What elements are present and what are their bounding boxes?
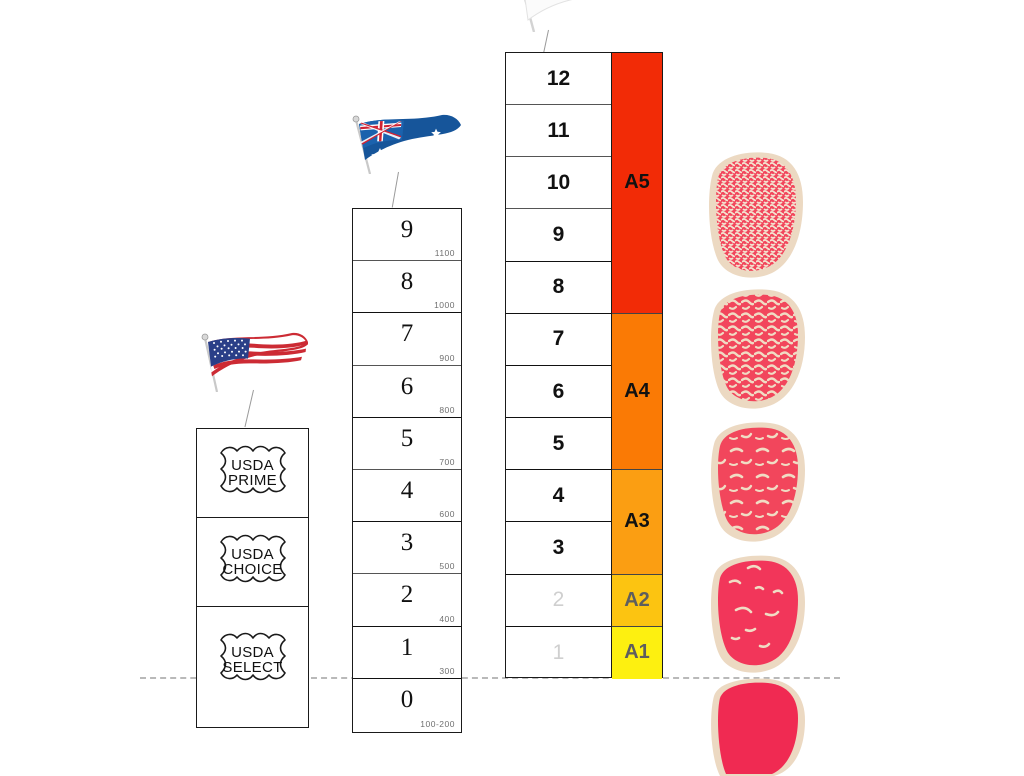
aus-row[interactable]: 1 300 (353, 627, 461, 679)
jp-leader-line (543, 29, 549, 54)
aus-row[interactable]: 6 800 (353, 366, 461, 418)
usda-cell-choice[interactable]: USDA CHOICE (197, 518, 308, 607)
aus-score: 1 (400, 633, 414, 661)
steak-a2 (702, 552, 812, 674)
jp-bms-cell[interactable]: 9 (506, 209, 611, 262)
japan-bms-column: 12 11 10 9 8 7 6 5 4 3 2 1 A5 A4 A3 A2 A… (505, 52, 663, 679)
aus-row[interactable]: 8 1000 (353, 261, 461, 314)
jp-flag-icon (510, 0, 628, 33)
aus-subvalue: 300 (439, 665, 455, 676)
usda-grade-label: SELECT (222, 659, 283, 676)
us-flag-icon (196, 330, 311, 393)
jp-grade-a4[interactable]: A4 (612, 313, 662, 471)
steak-a4 (702, 285, 812, 410)
aus-row[interactable]: 5 700 (353, 418, 461, 470)
aus-subvalue: 800 (439, 404, 455, 415)
steak-a3 (702, 418, 812, 543)
jp-grade-a2[interactable]: A2 (612, 574, 662, 627)
aus-subvalue: 700 (439, 456, 455, 467)
aus-row[interactable]: 3 500 (353, 522, 461, 575)
aus-subvalue: 100-200 (420, 718, 455, 729)
usda-cell-select[interactable]: USDA SELECT (197, 607, 308, 726)
aus-score: 9 (400, 216, 414, 243)
jp-bms-cell[interactable]: 10 (506, 157, 611, 210)
aus-score: 6 (400, 372, 414, 400)
aus-score: 3 (400, 529, 414, 557)
jp-grade-a1[interactable]: A1 (612, 626, 662, 679)
aus-score: 7 (400, 320, 414, 348)
aus-subvalue: 1000 (434, 300, 455, 311)
jp-bms-cell[interactable]: 11 (506, 105, 611, 158)
au-flag-icon (348, 112, 466, 175)
aus-score: 5 (400, 424, 414, 452)
aus-row[interactable]: 2 400 (353, 574, 461, 627)
aus-subvalue: 900 (439, 352, 455, 363)
usda-grade-label: PRIME (227, 472, 277, 489)
jp-bms-cell[interactable]: 12 (506, 53, 611, 106)
usda-cell-prime[interactable]: USDA PRIME (197, 429, 308, 518)
aus-row[interactable]: 4 600 (353, 470, 461, 523)
aus-subvalue: 1100 (434, 248, 455, 259)
usda-shield-icon: USDA CHOICE (209, 532, 297, 592)
aus-row[interactable]: 0 100-200 (353, 679, 461, 731)
reference-baseline (140, 677, 840, 679)
usda-org-label: USDA (231, 457, 274, 474)
jp-bms-cell[interactable]: 5 (506, 418, 611, 471)
jp-bms-cell[interactable]: 8 (506, 262, 611, 314)
aus-subvalue: 500 (439, 561, 455, 572)
usda-shield-icon: USDA PRIME (209, 443, 297, 503)
japan-grade-stack: A5 A4 A3 A2 A1 (612, 53, 662, 679)
aus-row[interactable]: 7 900 (353, 313, 461, 366)
japan-bms-stack: 12 11 10 9 8 7 6 5 4 3 2 1 (506, 53, 612, 677)
usda-grade-column: USDA PRIME USDA CHOICE (196, 428, 309, 728)
steak-a5 (700, 148, 810, 278)
aus-score: 8 (400, 268, 414, 296)
aus-score: 0 (400, 685, 414, 713)
aus-row[interactable]: 9 1100 (353, 209, 461, 262)
aus-score: 4 (400, 476, 414, 504)
us-leader-line (244, 389, 254, 428)
aus-subvalue: 400 (439, 613, 455, 624)
australia-ausmeat-column: 9 1100 8 1000 7 900 6 800 5 700 4 600 3 … (352, 208, 462, 733)
jp-bms-cell[interactable]: 1 (552, 640, 565, 664)
usda-grade-label: CHOICE (222, 561, 283, 578)
usda-org-label: USDA (231, 546, 274, 563)
jp-grade-a5[interactable]: A5 (612, 53, 662, 314)
au-leader-line (391, 171, 399, 208)
jp-grade-a3[interactable]: A3 (612, 470, 662, 575)
usda-org-label: USDA (231, 644, 274, 661)
jp-bms-cell[interactable]: 6 (506, 366, 611, 419)
jp-bms-cell[interactable]: 2 (506, 575, 611, 627)
usda-shield-icon: USDA SELECT (209, 630, 297, 690)
steak-a1 (702, 676, 812, 776)
jp-bms-cell[interactable]: 4 (506, 470, 611, 523)
aus-score: 2 (400, 581, 414, 609)
aus-subvalue: 600 (439, 509, 455, 520)
jp-bms-cell[interactable]: 3 (506, 522, 611, 575)
jp-bms-cell[interactable]: 7 (506, 314, 611, 366)
